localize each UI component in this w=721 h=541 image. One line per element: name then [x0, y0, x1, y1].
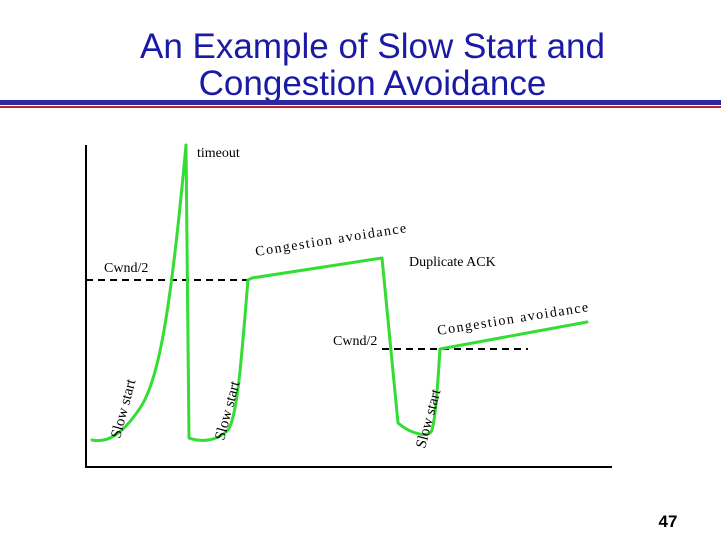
timeout-label: timeout [197, 146, 240, 161]
cwnd-half-label-1: Cwnd/2 [104, 261, 148, 276]
slow-start-label-3: Slow start [413, 387, 444, 450]
duplicate-ack-label: Duplicate ACK [409, 255, 496, 270]
slow-start-label-1: Slow start [108, 377, 139, 440]
congestion-window-curve [90, 143, 589, 443]
page-number: 47 [658, 512, 678, 531]
slow-start-label-2: Slow start [212, 379, 243, 442]
title-divider-red [0, 106, 721, 108]
title-line-1: An Example of Slow Start and [140, 27, 605, 66]
congestion-avoidance-label-2: Congestion avoidance [436, 300, 590, 339]
title-divider-blue [0, 100, 721, 105]
cwnd-half-label-2: Cwnd/2 [333, 334, 377, 349]
slide-title: An Example of Slow Start and Congestion … [0, 28, 721, 102]
title-line-2: Congestion Avoidance [198, 64, 547, 103]
congestion-avoidance-label-1: Congestion avoidance [254, 221, 408, 260]
